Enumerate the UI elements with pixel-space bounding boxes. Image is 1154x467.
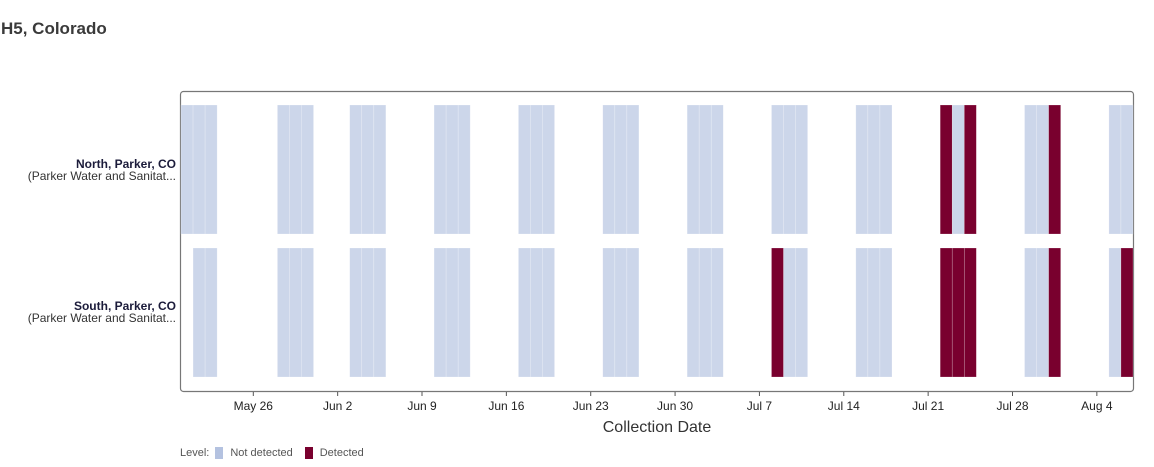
x-tick-label: Jul 21: [912, 399, 944, 413]
heatmap-cell: [626, 247, 640, 378]
heatmap-cell: [1036, 247, 1049, 378]
row-name: North, Parker, CO: [75, 157, 176, 171]
heatmap-cell: [1108, 247, 1122, 378]
x-tick-label: Jul 7: [747, 399, 773, 413]
heatmap-cell: [1024, 247, 1037, 378]
heatmap-cell: [795, 104, 808, 235]
x-tick-label: May 26: [234, 399, 274, 413]
plot-frame: [179, 90, 1135, 393]
heatmap-cell: [602, 104, 616, 235]
heatmap-cell: [457, 104, 471, 235]
heatmap-cell: [710, 104, 724, 235]
heatmap-cell: [445, 247, 459, 378]
heatmap-cell: [542, 247, 555, 378]
heatmap-cell: [204, 247, 218, 378]
heatmap-cell: [518, 104, 531, 235]
heatmap-cell: [457, 247, 471, 378]
heatmap-cell: [626, 104, 640, 235]
heatmap-cell: [710, 247, 724, 378]
heatmap-cell: [192, 104, 206, 235]
heatmap-cell: [783, 104, 796, 235]
row-name: South, Parker, CO: [73, 299, 176, 313]
legend-label: Detected: [319, 447, 364, 459]
heatmap-cell: [530, 104, 543, 235]
heatmap-cell: [771, 247, 784, 378]
heatmap-cell: [1120, 247, 1134, 378]
x-tick-label: Jun 16: [488, 399, 524, 413]
x-axis-label: Collection Date: [603, 419, 712, 436]
heatmap-cell: [698, 104, 712, 235]
x-tick-label: Aug 4: [1081, 399, 1113, 413]
page-title: H5, Colorado: [1, 19, 107, 38]
heatmap-cell: [951, 104, 965, 235]
heatmap-cell: [277, 104, 290, 235]
heatmap-cell: [433, 104, 447, 235]
heatmap-cell: [698, 247, 712, 378]
heatmap-cell: [867, 104, 881, 235]
x-tick-label: Jul 28: [996, 399, 1028, 413]
heatmap-cell: [1048, 247, 1061, 378]
heatmap-cell: [349, 247, 363, 378]
x-tick-label: Jun 2: [323, 399, 353, 413]
legend-item-detected[interactable]: Detected: [299, 447, 364, 459]
heatmap-cell: [361, 247, 375, 378]
heatmap-cell: [542, 104, 555, 235]
heatmap-cell: [1048, 104, 1061, 235]
heatmap-cell: [614, 104, 628, 235]
heatmap-cell: [1120, 104, 1134, 235]
heatmap-cell: [301, 247, 314, 378]
legend-label: Not detected: [230, 447, 293, 459]
heatmap-cell: [361, 104, 375, 235]
heatmap-cell: [795, 247, 808, 378]
heatmap-cell: [204, 104, 218, 235]
heatmap-cell: [963, 104, 977, 235]
heatmap-cell: [373, 104, 387, 235]
legend: Level: Not detected Detected: [180, 447, 370, 459]
heatmap-cell: [1024, 104, 1037, 235]
heatmap-cell: [879, 247, 893, 378]
heatmap-cell: [686, 247, 700, 378]
heatmap-cell: [855, 104, 869, 235]
heatmap-cell: [180, 104, 194, 235]
heatmap-cell: [301, 104, 314, 235]
heatmap-cell: [518, 247, 531, 378]
row-label-south: South, Parker, CO (Parker Water and Sani…: [28, 300, 176, 324]
heatmap-cell: [1108, 104, 1122, 235]
heatmap-cell: [277, 247, 290, 378]
heatmap-cell: [530, 247, 543, 378]
heatmap-cell: [1036, 104, 1049, 235]
heatmap-cell: [783, 247, 796, 378]
x-tick-label: Jun 30: [657, 399, 693, 413]
heatmap-cell: [771, 104, 784, 235]
heatmap-cell: [289, 104, 302, 235]
heatmap-cell: [939, 104, 953, 235]
heatmap-cell: [373, 247, 387, 378]
heatmap-cell: [614, 247, 628, 378]
heatmap-cell: [951, 247, 965, 378]
legend-swatch-detected: [304, 447, 313, 459]
heatmap-cell: [939, 247, 953, 378]
heatmap-cell: [686, 104, 700, 235]
row-subtitle: (Parker Water and Sanitat...: [27, 311, 176, 325]
heatmap-cell: [433, 247, 447, 378]
heatmap-cell: [963, 247, 977, 378]
heatmap-cell: [192, 247, 206, 378]
heatmap-cell: [879, 104, 893, 235]
heatmap-cell: [855, 247, 869, 378]
legend-title: Level:: [180, 447, 210, 459]
legend-swatch-not-detected: [215, 447, 224, 459]
heatmap-cell: [289, 247, 302, 378]
x-tick-label: Jul 14: [828, 399, 860, 413]
x-tick-label: Jun 9: [407, 399, 437, 413]
row-label-north: North, Parker, CO (Parker Water and Sani…: [28, 158, 176, 182]
row-subtitle: (Parker Water and Sanitat...: [27, 169, 176, 183]
heatmap-cell: [349, 104, 363, 235]
x-tick-label: Jun 23: [573, 399, 609, 413]
heatmap-cell: [602, 247, 616, 378]
heatmap-cell: [445, 104, 459, 235]
legend-item-not-detected[interactable]: Not detected: [209, 447, 293, 459]
heatmap-cell: [867, 247, 881, 378]
